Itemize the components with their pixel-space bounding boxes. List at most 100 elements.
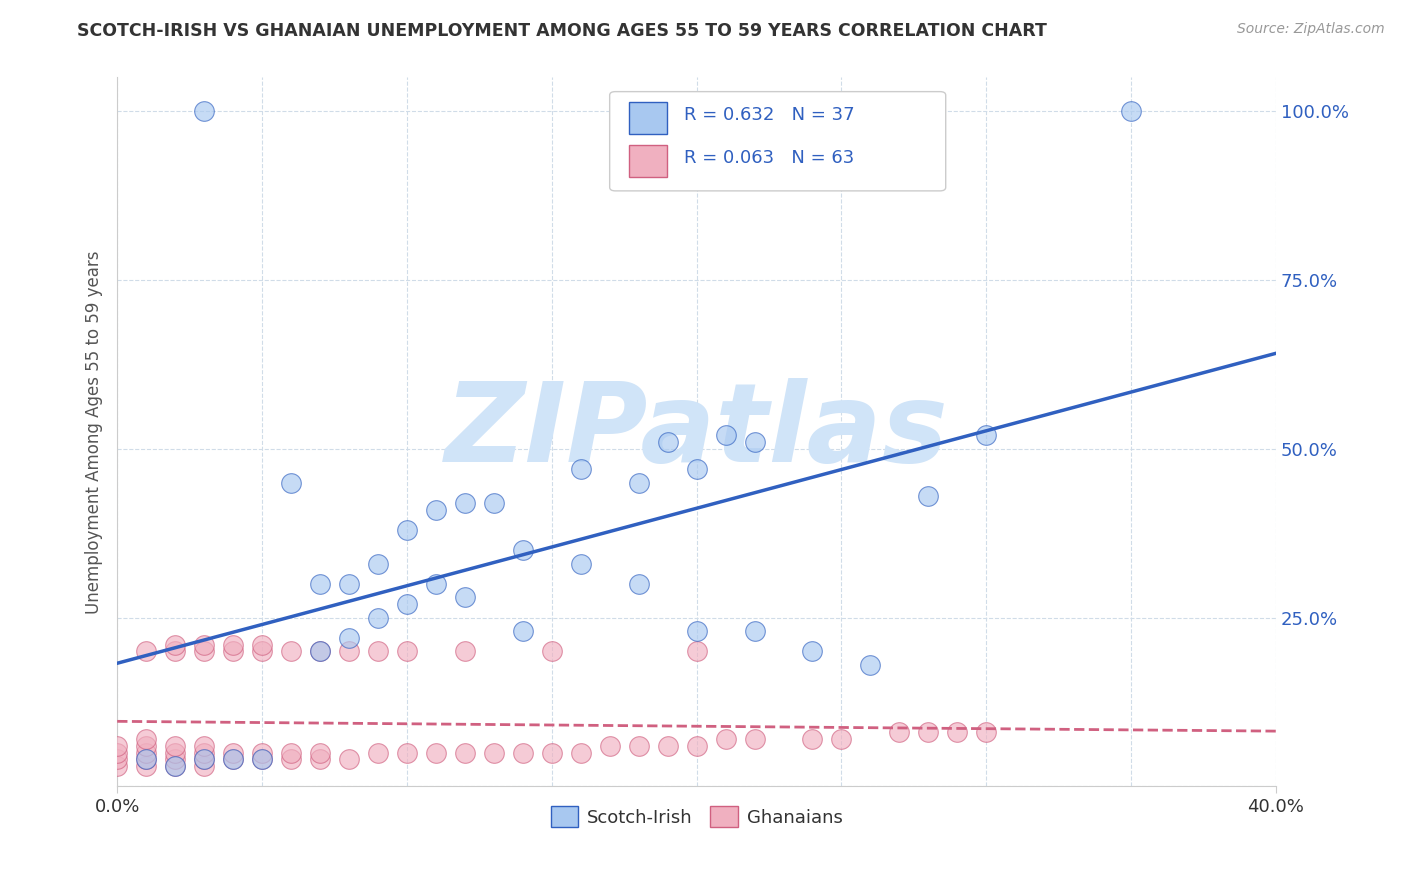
Point [425, 577, 447, 591]
Point [482, 746, 505, 760]
Point [165, 638, 187, 652]
Point [627, 475, 650, 490]
Text: SCOTCH-IRISH VS GHANAIAN UNEMPLOYMENT AMONG AGES 55 TO 59 YEARS CORRELATION CHAR: SCOTCH-IRISH VS GHANAIAN UNEMPLOYMENT AM… [77, 22, 1047, 40]
Point [193, 759, 215, 773]
Point [917, 725, 939, 739]
FancyBboxPatch shape [610, 92, 946, 191]
Point [280, 475, 302, 490]
Point [165, 746, 187, 760]
Point [714, 428, 737, 442]
Point [250, 746, 273, 760]
Point [165, 644, 187, 658]
Point [512, 543, 534, 558]
Point [367, 746, 389, 760]
Legend: Scotch-Irish, Ghanaians: Scotch-Irish, Ghanaians [544, 799, 849, 834]
Point [105, 746, 128, 760]
Point [512, 624, 534, 639]
Point [482, 496, 505, 510]
Point [454, 591, 477, 605]
Point [309, 577, 332, 591]
Point [974, 428, 997, 442]
Point [165, 752, 187, 766]
Point [280, 752, 302, 766]
Point [105, 759, 128, 773]
Point [280, 644, 302, 658]
Point [337, 644, 360, 658]
Point [280, 746, 302, 760]
Point [801, 732, 824, 747]
Point [135, 732, 157, 747]
Point [135, 759, 157, 773]
Point [250, 644, 273, 658]
Point [165, 739, 187, 753]
Text: R = 0.063   N = 63: R = 0.063 N = 63 [685, 149, 855, 167]
Point [569, 746, 592, 760]
Point [454, 644, 477, 658]
Point [540, 746, 562, 760]
Point [685, 624, 707, 639]
Point [222, 746, 245, 760]
Point [193, 638, 215, 652]
Point [744, 435, 766, 450]
Text: Source: ZipAtlas.com: Source: ZipAtlas.com [1237, 22, 1385, 37]
Point [105, 739, 128, 753]
Point [367, 610, 389, 624]
Point [974, 725, 997, 739]
Point [685, 644, 707, 658]
Point [193, 746, 215, 760]
Point [627, 739, 650, 753]
Point [657, 435, 679, 450]
Point [309, 746, 332, 760]
Point [1119, 104, 1142, 119]
Point [425, 502, 447, 516]
Point [569, 462, 592, 476]
Point [599, 739, 621, 753]
Point [946, 725, 969, 739]
Point [309, 644, 332, 658]
Text: ZIPatlas: ZIPatlas [444, 378, 949, 485]
Point [454, 746, 477, 760]
Point [105, 752, 128, 766]
Point [830, 732, 852, 747]
Point [135, 746, 157, 760]
Point [540, 644, 562, 658]
Point [569, 557, 592, 571]
Point [250, 752, 273, 766]
Point [512, 746, 534, 760]
Point [627, 577, 650, 591]
Point [859, 657, 882, 672]
Point [165, 759, 187, 773]
FancyBboxPatch shape [630, 103, 666, 134]
Point [135, 644, 157, 658]
Point [337, 752, 360, 766]
Point [395, 523, 418, 537]
Point [685, 462, 707, 476]
Point [222, 752, 245, 766]
Point [193, 752, 215, 766]
Point [337, 577, 360, 591]
Point [889, 725, 911, 739]
Point [222, 752, 245, 766]
Point [454, 496, 477, 510]
Point [222, 638, 245, 652]
Point [222, 644, 245, 658]
FancyBboxPatch shape [630, 145, 666, 177]
Point [685, 739, 707, 753]
Point [250, 638, 273, 652]
Point [135, 752, 157, 766]
Text: R = 0.632   N = 37: R = 0.632 N = 37 [685, 106, 855, 124]
Point [135, 739, 157, 753]
Point [367, 557, 389, 571]
Point [165, 759, 187, 773]
Point [309, 752, 332, 766]
Point [250, 752, 273, 766]
Point [801, 644, 824, 658]
Point [657, 739, 679, 753]
Point [193, 739, 215, 753]
Y-axis label: Unemployment Among Ages 55 to 59 years: Unemployment Among Ages 55 to 59 years [86, 251, 103, 614]
Point [744, 624, 766, 639]
Point [425, 746, 447, 760]
Point [193, 104, 215, 119]
Point [395, 597, 418, 611]
Point [337, 631, 360, 645]
